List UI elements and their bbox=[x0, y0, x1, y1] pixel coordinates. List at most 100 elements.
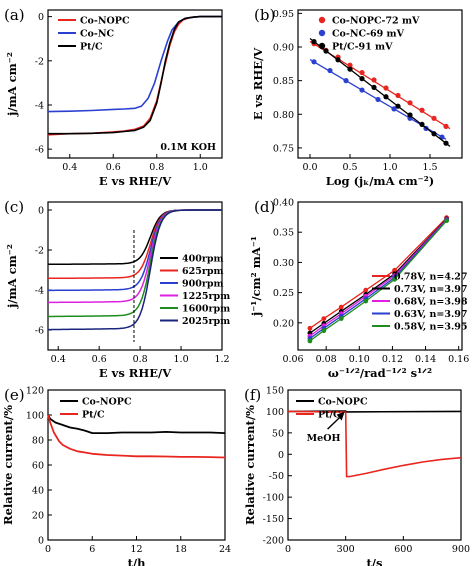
chart-c: 0.4 0.6 0.8 1.0 1.2 0 -2 -4 -6 E vs RHE/V j/mA cm⁻… bbox=[4, 198, 230, 380]
y-tick-label: -4 bbox=[35, 100, 44, 111]
methanol-annotation: MeOH bbox=[307, 433, 341, 444]
y-tick-label: 0.95 bbox=[273, 9, 294, 20]
x-tick-label: 0.4 bbox=[62, 162, 77, 173]
series-line bbox=[47, 15, 222, 136]
data-point bbox=[338, 316, 344, 321]
legend-entry: Co-NOPC bbox=[318, 397, 368, 408]
fit-line bbox=[309, 220, 448, 342]
series-line bbox=[48, 209, 222, 331]
legend-entry: Pt/C bbox=[80, 42, 103, 53]
data-point bbox=[443, 123, 449, 129]
fit-line bbox=[309, 37, 451, 147]
panel-label: (c) bbox=[4, 198, 24, 216]
y-axis-label: Relative current/% bbox=[243, 405, 257, 525]
y-axis-label: j/mA cm⁻² bbox=[5, 244, 19, 309]
plot-frame bbox=[47, 389, 226, 541]
plot-frame bbox=[297, 9, 463, 159]
x-tick-label: 12 bbox=[130, 544, 142, 555]
data-point bbox=[371, 84, 377, 90]
y-axis-label: E vs RHE/V bbox=[251, 47, 265, 120]
y-tick-label: 100 bbox=[266, 407, 284, 418]
y-tick-label: 0.90 bbox=[273, 43, 294, 54]
data-point bbox=[419, 107, 425, 113]
data-point bbox=[431, 115, 437, 121]
y-tick-label: -100 bbox=[263, 493, 284, 504]
x-tick-label: 1.0 bbox=[382, 162, 397, 173]
data-point bbox=[363, 298, 369, 304]
y-tick-label: 20 bbox=[32, 511, 44, 522]
data-point bbox=[391, 106, 397, 112]
data-point bbox=[383, 85, 389, 91]
x-tick-label: 0.6 bbox=[92, 354, 107, 365]
x-axis-label: t/s bbox=[367, 556, 383, 566]
y-tick-label: -2 bbox=[35, 56, 44, 67]
legend-entry: Co-NOPC bbox=[82, 397, 132, 408]
data-point bbox=[383, 94, 389, 100]
data-point bbox=[392, 276, 397, 282]
y-tick-label: 80 bbox=[32, 436, 44, 447]
data-point bbox=[307, 338, 313, 344]
y-tick-label: -50 bbox=[269, 471, 284, 482]
legend-entry: 1225rpm bbox=[182, 291, 230, 302]
legend-marker bbox=[318, 29, 326, 37]
data-point bbox=[311, 39, 317, 45]
y-axis-label: j/mA cm⁻² bbox=[5, 52, 19, 117]
data-point bbox=[335, 57, 341, 63]
plot-frame bbox=[47, 9, 223, 159]
legend-entry: Co-NOPC-72 mV bbox=[332, 16, 420, 27]
chart-b: 0.0 0.5 1.0 1.5 0.75 0.80 0.85 0.90 0.95 Log (jₖ/… bbox=[251, 6, 463, 188]
chart-e: 0 6 12 18 24 0 20 40 60 80 100 120 t/h Relative curre… bbox=[1, 386, 231, 566]
x-tick-label: 0.14 bbox=[415, 354, 436, 365]
data-point bbox=[338, 304, 344, 310]
series-line bbox=[47, 15, 222, 113]
panel-label: (d) bbox=[254, 198, 275, 216]
series-line bbox=[287, 410, 462, 478]
series-line bbox=[47, 414, 226, 435]
y-axis-label: j⁻¹/cm² mA⁻¹ bbox=[249, 236, 263, 317]
y-tick-label: 0.20 bbox=[273, 318, 294, 329]
data-point bbox=[395, 103, 401, 109]
x-tick-label: 0 bbox=[45, 544, 51, 555]
x-tick-label: 0.8 bbox=[133, 354, 148, 365]
chart-a: 0.4 0.6 0.8 1.0 0 -2 -4 -6 E vs RHE/V j/mA cm⁻² (a… bbox=[4, 6, 223, 188]
x-tick-label: 1.5 bbox=[422, 162, 437, 173]
legend-entry: 900rpm bbox=[182, 279, 224, 290]
data-point bbox=[311, 59, 317, 65]
x-tick-label: 1.0 bbox=[174, 354, 189, 365]
legend-entry: Co-NC-69 mV bbox=[332, 29, 405, 40]
x-tick-label: 0.08 bbox=[316, 354, 337, 365]
chart-d: 0.08 0.10 0.12 0.14 0.16 0.06 0.20 0.25 0.30 0.35… bbox=[249, 198, 469, 381]
y-tick-label: 0 bbox=[38, 206, 44, 217]
data-point bbox=[419, 121, 425, 127]
data-point bbox=[321, 328, 327, 334]
x-tick-label: 0.5 bbox=[342, 162, 357, 173]
electrolyte-annotation: 0.1M KOH bbox=[160, 142, 216, 153]
legend-entry: Pt/C-91 mV bbox=[332, 42, 393, 53]
y-tick-label: 0.85 bbox=[273, 76, 294, 87]
panel-label: (f) bbox=[244, 386, 261, 404]
x-tick-label: 0.10 bbox=[349, 354, 370, 365]
data-point bbox=[431, 131, 437, 137]
data-point bbox=[321, 316, 327, 321]
x-tick-label: 24 bbox=[219, 544, 231, 555]
x-tick-label: 300 bbox=[337, 544, 355, 555]
data-point bbox=[392, 267, 397, 273]
x-tick-label: 18 bbox=[175, 544, 187, 555]
data-point bbox=[327, 67, 333, 74]
legend-entry: 0.58V, n=3.95 bbox=[394, 322, 467, 333]
y-tick-label: 50 bbox=[272, 428, 284, 439]
y-tick-label: 100 bbox=[26, 411, 44, 422]
data-point bbox=[395, 92, 401, 99]
legend-entry: 0.68V, n=3.98 bbox=[394, 297, 468, 308]
legend-entry: 0.78V, n=4.27 bbox=[394, 272, 467, 283]
x-tick-label: 0.6 bbox=[106, 162, 121, 173]
y-tick-label: 0 bbox=[38, 12, 44, 23]
y-tick-label: 0.30 bbox=[273, 258, 294, 269]
legend-entry: 0.63V, n=3.97 bbox=[394, 309, 467, 320]
y-tick-label: 0.25 bbox=[273, 288, 294, 299]
fit-line bbox=[309, 217, 448, 329]
data-point bbox=[375, 96, 381, 103]
x-tick-label: 0.16 bbox=[448, 354, 469, 365]
x-axis-label: E vs RHE/V bbox=[99, 366, 172, 380]
